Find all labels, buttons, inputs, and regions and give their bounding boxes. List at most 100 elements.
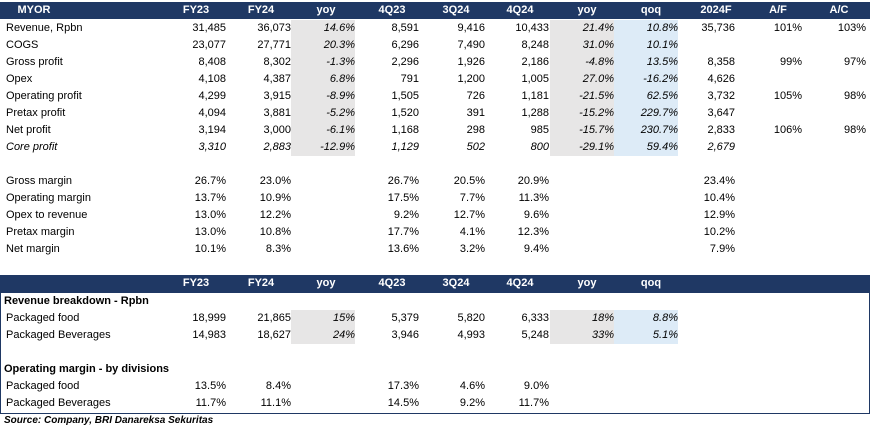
cell-4q24: 9.4%: [523, 243, 549, 255]
source-note: Source: Company, BRI Danareksa Sekuritas: [4, 415, 214, 426]
cell-2024f: 3,647: [707, 107, 735, 119]
yoy-shading: [550, 20, 614, 37]
col-header-qoq: qoq: [640, 277, 662, 289]
cell-2024f: 10.2%: [703, 226, 735, 238]
cell-af: 101%: [773, 22, 802, 34]
cell-fy23: 18,999: [192, 312, 226, 324]
cell-4q24: 800: [530, 141, 549, 153]
row-label: Opex: [6, 73, 33, 85]
row-label: Net margin: [6, 243, 60, 255]
cell-fy23: 11.7%: [195, 397, 226, 409]
cell-4q24: 12.3%: [517, 226, 549, 238]
cell-4q23: 13.6%: [387, 243, 419, 255]
cell-fy24: 12.2%: [259, 209, 291, 221]
margin-row: Gross margin 26.7% 23.0% 26.7% 20.5% 20.…: [0, 173, 870, 190]
row-label: Opex to revenue: [6, 209, 88, 221]
cell-3q24: 12.7%: [453, 209, 485, 221]
cell-3q24: 4.6%: [459, 380, 485, 392]
cell-fy23: 4,108: [198, 73, 226, 85]
cell-af: 106%: [773, 124, 802, 136]
cell-3q24: 298: [466, 124, 485, 136]
cell-qoq: 10.1%: [646, 39, 678, 51]
cell-2024f: 2,679: [707, 141, 735, 153]
cell-qoq: 59.4%: [646, 141, 678, 153]
col-header-fy24: FY24: [247, 4, 275, 16]
cell-qoq: 5.1%: [652, 329, 678, 341]
cell-ac: 97%: [843, 56, 866, 68]
cell-4q23: 14.5%: [387, 397, 419, 409]
table-row: Pretax profit 4,094 3,881 -5.2% 1,520 39…: [0, 105, 870, 122]
cell-4q24: 1,288: [521, 107, 549, 119]
cell-4q24: 9.0%: [523, 380, 549, 392]
cell-af: 99%: [779, 56, 802, 68]
cell-fy23: 8,408: [198, 56, 226, 68]
cell-fy23: 10.1%: [194, 243, 226, 255]
cell-4q23: 1,505: [391, 90, 419, 102]
yoy-shading: [291, 54, 355, 71]
table-row: Packaged food 18,999 21,865 15% 5,379 5,…: [0, 310, 870, 327]
section-title: Operating margin - by divisions: [0, 361, 870, 378]
cell-2024f: 10.4%: [703, 192, 735, 204]
cell-4q23: 1,168: [391, 124, 419, 136]
cell-2024f: 2,833: [707, 124, 735, 136]
cell-4q23: 1,520: [391, 107, 419, 119]
row-label: Operating margin: [6, 192, 91, 204]
cell-fy24: 18,627: [257, 329, 291, 341]
cell-2024f: 12.9%: [703, 209, 735, 221]
col-header-3q24: 3Q24: [442, 4, 470, 16]
cell-fy23: 13.7%: [194, 192, 226, 204]
col-header-yoy: yoy: [316, 4, 336, 16]
cell-4q23: 6,296: [391, 39, 419, 51]
cell-ac: 98%: [843, 124, 866, 136]
cell-ac: 103%: [837, 22, 866, 34]
cell-fy23: 13.0%: [194, 226, 226, 238]
row-label: COGS: [6, 39, 39, 51]
cell-qoq: 229.7%: [640, 107, 678, 119]
margin-row: Pretax margin 13.0% 10.8% 17.7% 4.1% 12.…: [0, 224, 870, 241]
col-header-fy23: FY23: [182, 4, 210, 16]
table-row: COGS 23,077 27,771 20.3% 6,296 7,490 8,2…: [0, 37, 870, 54]
cell-4q23: 5,379: [391, 312, 419, 324]
row-label: Revenue, Rpbn: [6, 22, 83, 34]
cell-4q24: 10,433: [515, 22, 549, 34]
col-header-4q24: 4Q24: [506, 277, 534, 289]
cell-4q23: 2,296: [391, 56, 419, 68]
section-title-revenue-breakdown: Revenue breakdown - Rpbn: [4, 295, 149, 307]
table-row: Packaged Beverages 14,983 18,627 24% 3,9…: [0, 327, 870, 344]
cell-4q24: 11.7%: [518, 397, 549, 409]
cell-fy23: 4,094: [198, 107, 226, 119]
cell-3q24: 391: [466, 107, 485, 119]
qoq-shading: [614, 20, 678, 37]
cell-3q24: 3.2%: [459, 243, 485, 255]
row-label: Packaged Beverages: [6, 397, 111, 409]
cell-fy23: 4,299: [198, 90, 226, 102]
yoy-shading: [550, 37, 614, 54]
cell-4q24: 1,005: [521, 73, 549, 85]
cell-yoy-q: 18%: [591, 312, 614, 324]
cell-fy23: 31,485: [192, 22, 226, 34]
yoy-shading: [550, 54, 614, 71]
cell-yoy-q: -4.8%: [585, 56, 614, 68]
table-row: Gross profit 8,408 8,302 -1.3% 2,296 1,9…: [0, 54, 870, 71]
qoq-shading: [614, 37, 678, 54]
yoy-shading: [291, 71, 355, 88]
cell-fy24: 27,771: [257, 39, 291, 51]
cell-4q23: 9.2%: [393, 209, 419, 221]
col-header-2024f: 2024F: [700, 4, 732, 16]
cell-yoy: -1.3%: [326, 56, 355, 68]
cell-fy24: 8.3%: [265, 243, 291, 255]
col-header-yoy-q: yoy: [577, 4, 597, 16]
margin-row: Opex to revenue 13.0% 12.2% 9.2% 12.7% 9…: [0, 207, 870, 224]
qoq-shading: [614, 71, 678, 88]
cell-fy24: 3,915: [263, 90, 291, 102]
cell-yoy: 6.8%: [329, 73, 355, 85]
cell-qoq: 230.7%: [640, 124, 678, 136]
col-header-myor: MYOR: [17, 4, 51, 16]
cell-4q24: 985: [530, 124, 549, 136]
yoy-shading: [550, 310, 614, 327]
qoq-shading: [614, 327, 678, 344]
cell-3q24: 9,416: [457, 22, 485, 34]
cell-2024f: 8,358: [707, 56, 735, 68]
col-header-4q23: 4Q23: [378, 4, 406, 16]
cell-3q24: 726: [466, 90, 485, 102]
